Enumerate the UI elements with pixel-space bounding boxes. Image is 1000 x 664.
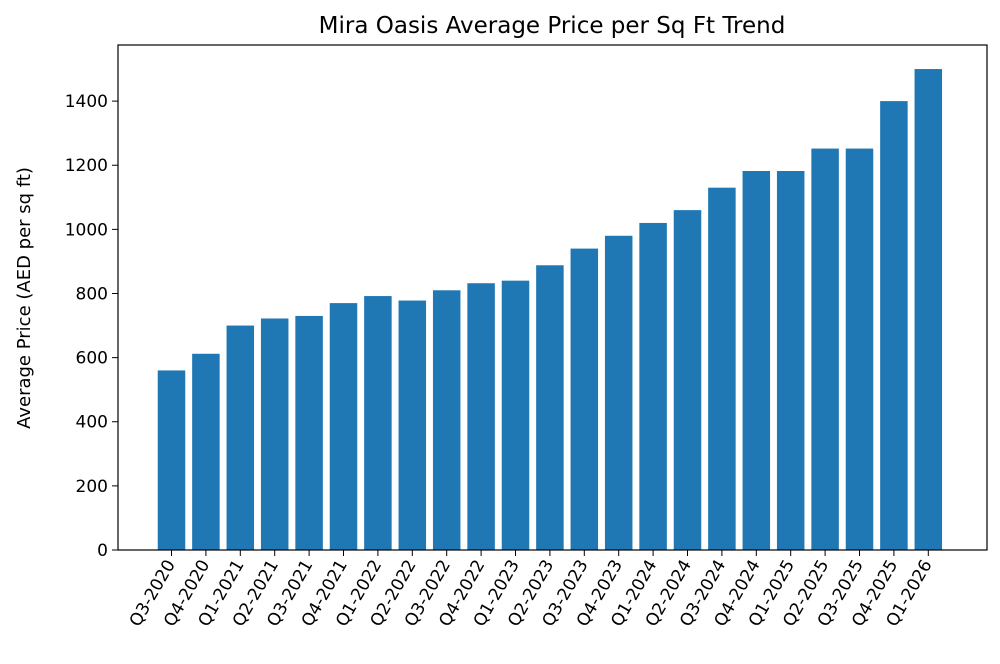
y-axis-label: Average Price (AED per sq ft) — [14, 167, 35, 429]
y-tick-label: 1400 — [65, 92, 108, 112]
bar-Q1-2022 — [364, 296, 392, 550]
x-axis-ticks: Q3-2020Q4-2020Q1-2021Q2-2021Q3-2021Q4-20… — [126, 550, 937, 630]
bar-Q3-2025 — [845, 148, 874, 550]
bar-Q3-2024 — [708, 187, 736, 550]
plot-frame — [117, 44, 988, 551]
y-tick-label: 400 — [76, 413, 108, 433]
bar-Q4-2021 — [329, 303, 358, 550]
bar-Q3-2023 — [570, 248, 599, 550]
bar-Q4-2022 — [467, 283, 495, 550]
bar-Q3-2022 — [432, 290, 461, 550]
bar-Q3-2020 — [157, 370, 186, 550]
bars-group — [157, 69, 943, 551]
chart-title: Mira Oasis Average Price per Sq Ft Trend — [319, 13, 786, 39]
bar-Q3-2021 — [295, 315, 323, 550]
bar-Q2-2022 — [398, 300, 427, 550]
bar-Q1-2024 — [639, 222, 667, 550]
bar-Q1-2023 — [501, 280, 530, 550]
bar-Q1-2025 — [776, 171, 805, 550]
y-tick-label: 200 — [76, 477, 108, 497]
bar-Q1-2021 — [226, 325, 255, 550]
y-tick-label: 0 — [97, 541, 108, 561]
bar-Q4-2023 — [604, 235, 633, 550]
bar-Q2-2024 — [673, 210, 702, 550]
bar-Q4-2020 — [192, 353, 220, 550]
bar-Q2-2021 — [260, 318, 289, 550]
y-tick-label: 1200 — [65, 156, 108, 176]
bar-Q4-2024 — [742, 171, 771, 550]
y-tick-label: 1000 — [65, 220, 108, 240]
bar-Q1-2026 — [914, 69, 943, 551]
y-tick-label: 600 — [76, 349, 108, 369]
y-tick-label: 800 — [76, 284, 108, 304]
y-axis-ticks: 0 200 400 600 800 1000 1200 1400 — [65, 92, 118, 561]
bar-Q2-2025 — [811, 148, 839, 550]
bar-Q4-2025 — [880, 101, 908, 551]
bar-Q2-2023 — [536, 265, 564, 550]
